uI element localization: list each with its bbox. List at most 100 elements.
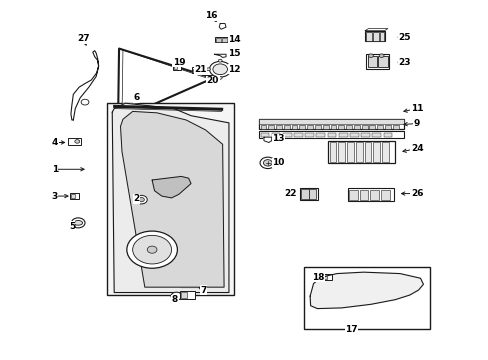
Bar <box>338 133 347 137</box>
Text: 16: 16 <box>205 11 217 20</box>
Circle shape <box>71 218 85 228</box>
Bar <box>384 125 390 129</box>
Bar <box>327 141 394 163</box>
Bar <box>205 75 212 81</box>
Bar <box>284 125 289 129</box>
Polygon shape <box>219 23 225 29</box>
Text: 22: 22 <box>284 189 296 198</box>
Bar <box>182 273 187 275</box>
Bar <box>329 142 336 162</box>
Text: 3: 3 <box>52 192 58 201</box>
Bar <box>215 37 227 42</box>
Text: 15: 15 <box>228 49 241 58</box>
Bar <box>361 125 367 129</box>
Text: 2: 2 <box>133 194 140 203</box>
Text: 26: 26 <box>410 189 423 198</box>
Bar <box>366 54 388 68</box>
Bar <box>193 68 196 72</box>
Text: 24: 24 <box>410 144 423 153</box>
Bar <box>383 133 391 137</box>
Text: 17: 17 <box>345 325 357 334</box>
Text: 6: 6 <box>133 93 140 102</box>
Bar <box>379 32 383 41</box>
Bar <box>299 125 305 129</box>
Bar <box>353 125 359 129</box>
Polygon shape <box>309 272 423 309</box>
Bar <box>308 189 316 199</box>
Text: 13: 13 <box>272 134 284 143</box>
Bar <box>172 64 181 70</box>
Circle shape <box>138 198 144 202</box>
Bar <box>259 119 403 129</box>
Text: 8: 8 <box>171 295 178 304</box>
Text: 1: 1 <box>52 165 58 174</box>
Bar <box>192 67 200 73</box>
Polygon shape <box>120 111 224 287</box>
Bar <box>323 276 326 279</box>
Bar <box>377 56 387 67</box>
Text: 5: 5 <box>69 222 75 231</box>
Circle shape <box>206 68 210 71</box>
Bar <box>316 133 325 137</box>
Bar <box>216 38 221 42</box>
Bar <box>303 267 429 329</box>
Bar <box>346 142 353 162</box>
Text: 10: 10 <box>272 158 284 167</box>
Bar <box>68 138 81 145</box>
Bar <box>314 125 320 129</box>
Bar <box>381 142 388 162</box>
Bar <box>107 103 233 295</box>
Bar <box>322 125 328 129</box>
Circle shape <box>212 64 227 75</box>
Circle shape <box>218 76 222 79</box>
Circle shape <box>126 231 177 268</box>
Ellipse shape <box>74 221 82 225</box>
Bar <box>293 133 302 137</box>
Circle shape <box>75 140 80 143</box>
Bar <box>376 125 382 129</box>
Text: 27: 27 <box>77 35 89 44</box>
Bar <box>189 275 194 286</box>
Bar <box>367 56 376 67</box>
Bar <box>322 274 331 280</box>
Bar <box>349 133 358 137</box>
Bar <box>330 125 336 129</box>
Circle shape <box>209 62 230 77</box>
Bar <box>359 190 368 200</box>
Circle shape <box>171 292 182 300</box>
Bar <box>283 133 291 137</box>
Bar <box>260 125 266 129</box>
Bar <box>259 131 403 138</box>
Text: 25: 25 <box>398 33 410 42</box>
Circle shape <box>147 246 157 253</box>
Bar <box>182 275 187 286</box>
Bar <box>366 32 371 41</box>
Text: 4: 4 <box>52 138 58 147</box>
Circle shape <box>218 59 222 62</box>
Bar <box>180 274 203 287</box>
Bar <box>370 190 378 200</box>
Bar <box>299 188 318 200</box>
Text: 21: 21 <box>194 66 206 75</box>
Bar <box>306 125 312 129</box>
Bar <box>348 190 357 200</box>
Bar <box>276 125 282 129</box>
Bar <box>173 65 177 69</box>
Text: 7: 7 <box>200 285 206 294</box>
Bar <box>355 142 362 162</box>
Text: 23: 23 <box>398 58 410 67</box>
Bar <box>347 188 393 201</box>
Circle shape <box>378 54 383 58</box>
Text: 14: 14 <box>228 35 241 44</box>
Bar <box>346 125 351 129</box>
Circle shape <box>229 68 233 71</box>
Bar <box>189 273 194 275</box>
Bar <box>361 133 369 137</box>
Circle shape <box>132 235 171 264</box>
Bar <box>338 125 344 129</box>
Circle shape <box>81 99 89 105</box>
Bar <box>305 133 313 137</box>
Bar <box>365 31 384 41</box>
Text: 20: 20 <box>206 76 219 85</box>
Bar <box>260 133 269 137</box>
